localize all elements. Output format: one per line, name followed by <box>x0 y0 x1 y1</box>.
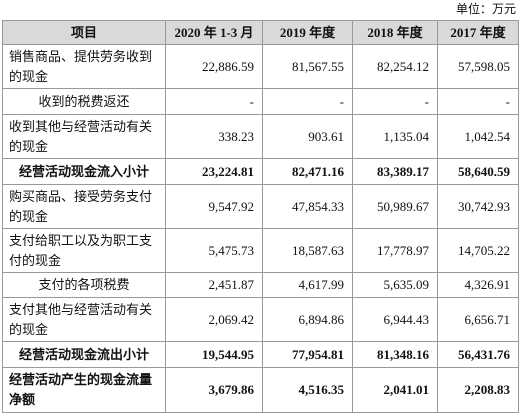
cell-value: 14,705.22 <box>437 228 519 273</box>
cell-value: 82,471.16 <box>262 158 353 185</box>
table-row: 收到的税费返还 - - - - <box>2 88 519 115</box>
table-row: 经营活动现金流入小计 23,224.81 82,471.16 83,389.17 58,… <box>2 158 519 185</box>
cell-value: 5,635.09 <box>352 272 438 298</box>
table-row: 经营活动产生的现金流量净额 3,679.86 4,516.35 2,041.01 2,2… <box>2 367 519 413</box>
cell-value: 6,944.43 <box>352 297 438 342</box>
cell-value: - <box>352 88 438 115</box>
row-label: 经营活动现金流入小计 <box>2 158 166 185</box>
cash-flow-table: 项目 2020 年 1-3 月 2019 年度 2018 年度 2017 年度 销售商品… <box>2 20 519 413</box>
row-label: 购买商品、接受劳务支付的现金 <box>2 184 166 229</box>
cell-value: 338.23 <box>165 114 263 159</box>
cell-value: - <box>165 88 263 115</box>
cell-value: 9,547.92 <box>165 184 263 229</box>
cell-value: 4,326.91 <box>437 272 519 298</box>
cell-value: 57,598.05 <box>437 44 519 89</box>
cell-value: - <box>262 88 353 115</box>
table-row: 销售商品、提供劳务收到的现金 22,886.59 81,567.55 82,254.1… <box>2 44 519 89</box>
row-label: 支付给职工以及为职工支付的现金 <box>2 228 166 273</box>
cell-value: 1,042.54 <box>437 114 519 159</box>
column-header: 2020 年 1-3 月 <box>165 20 263 45</box>
cell-value: 1,135.04 <box>352 114 438 159</box>
table-body: 销售商品、提供劳务收到的现金 22,886.59 81,567.55 82,254.1… <box>2 44 519 413</box>
cell-value: 5,475.73 <box>165 228 263 273</box>
cell-value: 6,656.71 <box>437 297 519 342</box>
cell-value: 2,208.83 <box>437 367 519 413</box>
cell-value: 17,778.97 <box>352 228 438 273</box>
cell-value: 18,587.63 <box>262 228 353 273</box>
cell-value: 22,886.59 <box>165 44 263 89</box>
row-label: 销售商品、提供劳务收到的现金 <box>2 44 166 89</box>
cell-value: 47,854.33 <box>262 184 353 229</box>
cell-value: 903.61 <box>262 114 353 159</box>
row-label: 经营活动现金流出小计 <box>2 341 166 368</box>
table-row: 支付其他与经营活动有关的现金 2,069.42 6,894.86 6,944.43 6,… <box>2 297 519 342</box>
cell-value: - <box>437 88 519 115</box>
row-label: 收到其他与经营活动有关的现金 <box>2 114 166 159</box>
row-label: 经营活动产生的现金流量净额 <box>2 367 166 413</box>
cell-value: 83,389.17 <box>352 158 438 185</box>
cell-value: 81,348.16 <box>352 341 438 368</box>
cell-value: 3,679.86 <box>165 367 263 413</box>
table-row: 经营活动现金流出小计 19,544.95 77,954.81 81,348.16 56,… <box>2 341 519 368</box>
table-row: 支付的各项税费 2,451.87 4,617.99 5,635.09 4,326.91 <box>2 272 519 298</box>
cell-value: 50,989.67 <box>352 184 438 229</box>
row-label: 支付其他与经营活动有关的现金 <box>2 297 166 342</box>
cell-value: 56,431.76 <box>437 341 519 368</box>
column-header: 2017 年度 <box>437 20 519 45</box>
cell-value: 81,567.55 <box>262 44 353 89</box>
cell-value: 4,617.99 <box>262 272 353 298</box>
column-header: 项目 <box>2 20 166 45</box>
cell-value: 2,041.01 <box>352 367 438 413</box>
row-label: 支付的各项税费 <box>2 272 166 298</box>
cell-value: 4,516.35 <box>262 367 353 413</box>
column-header: 2018 年度 <box>352 20 438 45</box>
cell-value: 58,640.59 <box>437 158 519 185</box>
cell-value: 6,894.86 <box>262 297 353 342</box>
cell-value: 2,069.42 <box>165 297 263 342</box>
cell-value: 82,254.12 <box>352 44 438 89</box>
row-label: 收到的税费返还 <box>2 88 166 115</box>
unit-label: 单位：万元 <box>455 2 516 16</box>
table-row: 购买商品、接受劳务支付的现金 9,547.92 47,854.33 50,989.67… <box>2 184 519 229</box>
cell-value: 19,544.95 <box>165 341 263 368</box>
cell-value: 23,224.81 <box>165 158 263 185</box>
table-row: 收到其他与经营活动有关的现金 338.23 903.61 1,135.04 1,042.… <box>2 114 519 159</box>
column-header: 2019 年度 <box>262 20 353 45</box>
cell-value: 77,954.81 <box>262 341 353 368</box>
table-row: 支付给职工以及为职工支付的现金 5,475.73 18,587.63 17,778.9… <box>2 228 519 273</box>
cell-value: 30,742.93 <box>437 184 519 229</box>
header-row: 项目 2020 年 1-3 月 2019 年度 2018 年度 2017 年度 <box>2 20 519 45</box>
cell-value: 2,451.87 <box>165 272 263 298</box>
